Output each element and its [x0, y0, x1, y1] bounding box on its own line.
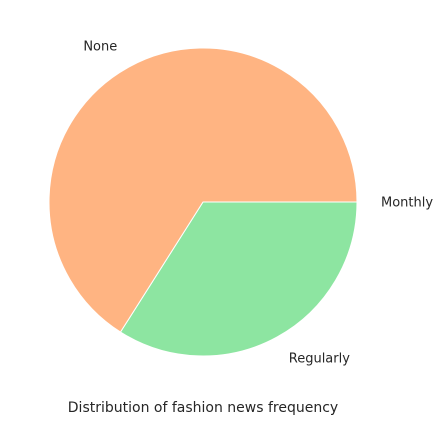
chart-title: Distribution of fashion news frequency: [68, 400, 338, 416]
pie-label-monthly: Monthly: [381, 196, 433, 211]
pie-label-regularly: Regularly: [289, 351, 350, 366]
pie-slice-none: [48, 47, 358, 333]
pie-slice-regularly: [119, 201, 358, 357]
pie-labels: Monthly Regularly None: [83, 40, 433, 367]
pie-slices: [48, 47, 358, 357]
pie-label-none: None: [83, 40, 117, 55]
